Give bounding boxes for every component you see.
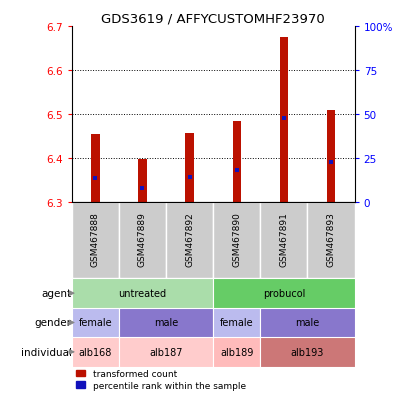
Bar: [72, 337, 119, 367]
Text: alb189: alb189: [220, 347, 253, 357]
Text: GSM467888: GSM467888: [91, 212, 99, 266]
Text: individual: individual: [21, 347, 72, 357]
Text: GSM467890: GSM467890: [232, 212, 240, 266]
Bar: [279, 38, 288, 203]
Text: GSM467892: GSM467892: [185, 212, 193, 266]
Text: probucol: probucol: [262, 288, 304, 299]
Bar: [326, 110, 335, 203]
Text: gender: gender: [35, 318, 72, 328]
Bar: [72, 203, 119, 279]
Text: GSM467889: GSM467889: [138, 212, 146, 266]
Text: alb193: alb193: [290, 347, 324, 357]
Legend: transformed count, percentile rank within the sample: transformed count, percentile rank withi…: [76, 369, 245, 390]
Text: male: male: [294, 318, 319, 328]
Bar: [138, 159, 146, 203]
Bar: [91, 135, 99, 203]
Bar: [260, 203, 307, 279]
Text: agent: agent: [42, 288, 72, 299]
Text: untreated: untreated: [118, 288, 166, 299]
Bar: [119, 203, 166, 279]
Bar: [260, 308, 354, 337]
Text: GSM467893: GSM467893: [326, 212, 335, 266]
Bar: [232, 121, 240, 203]
Text: male: male: [153, 318, 178, 328]
Bar: [213, 279, 354, 308]
Bar: [166, 203, 213, 279]
Bar: [213, 337, 260, 367]
Bar: [119, 337, 213, 367]
Bar: [213, 308, 260, 337]
Bar: [307, 203, 354, 279]
Text: female: female: [219, 318, 253, 328]
Text: alb168: alb168: [79, 347, 112, 357]
Bar: [260, 337, 354, 367]
Text: alb187: alb187: [149, 347, 182, 357]
Text: GSM467891: GSM467891: [279, 212, 288, 266]
Bar: [72, 308, 119, 337]
Bar: [72, 279, 213, 308]
Bar: [185, 134, 193, 203]
Title: GDS3619 / AFFYCUSTOMHF23970: GDS3619 / AFFYCUSTOMHF23970: [101, 13, 324, 26]
Text: female: female: [78, 318, 112, 328]
Bar: [119, 308, 213, 337]
Bar: [213, 203, 260, 279]
